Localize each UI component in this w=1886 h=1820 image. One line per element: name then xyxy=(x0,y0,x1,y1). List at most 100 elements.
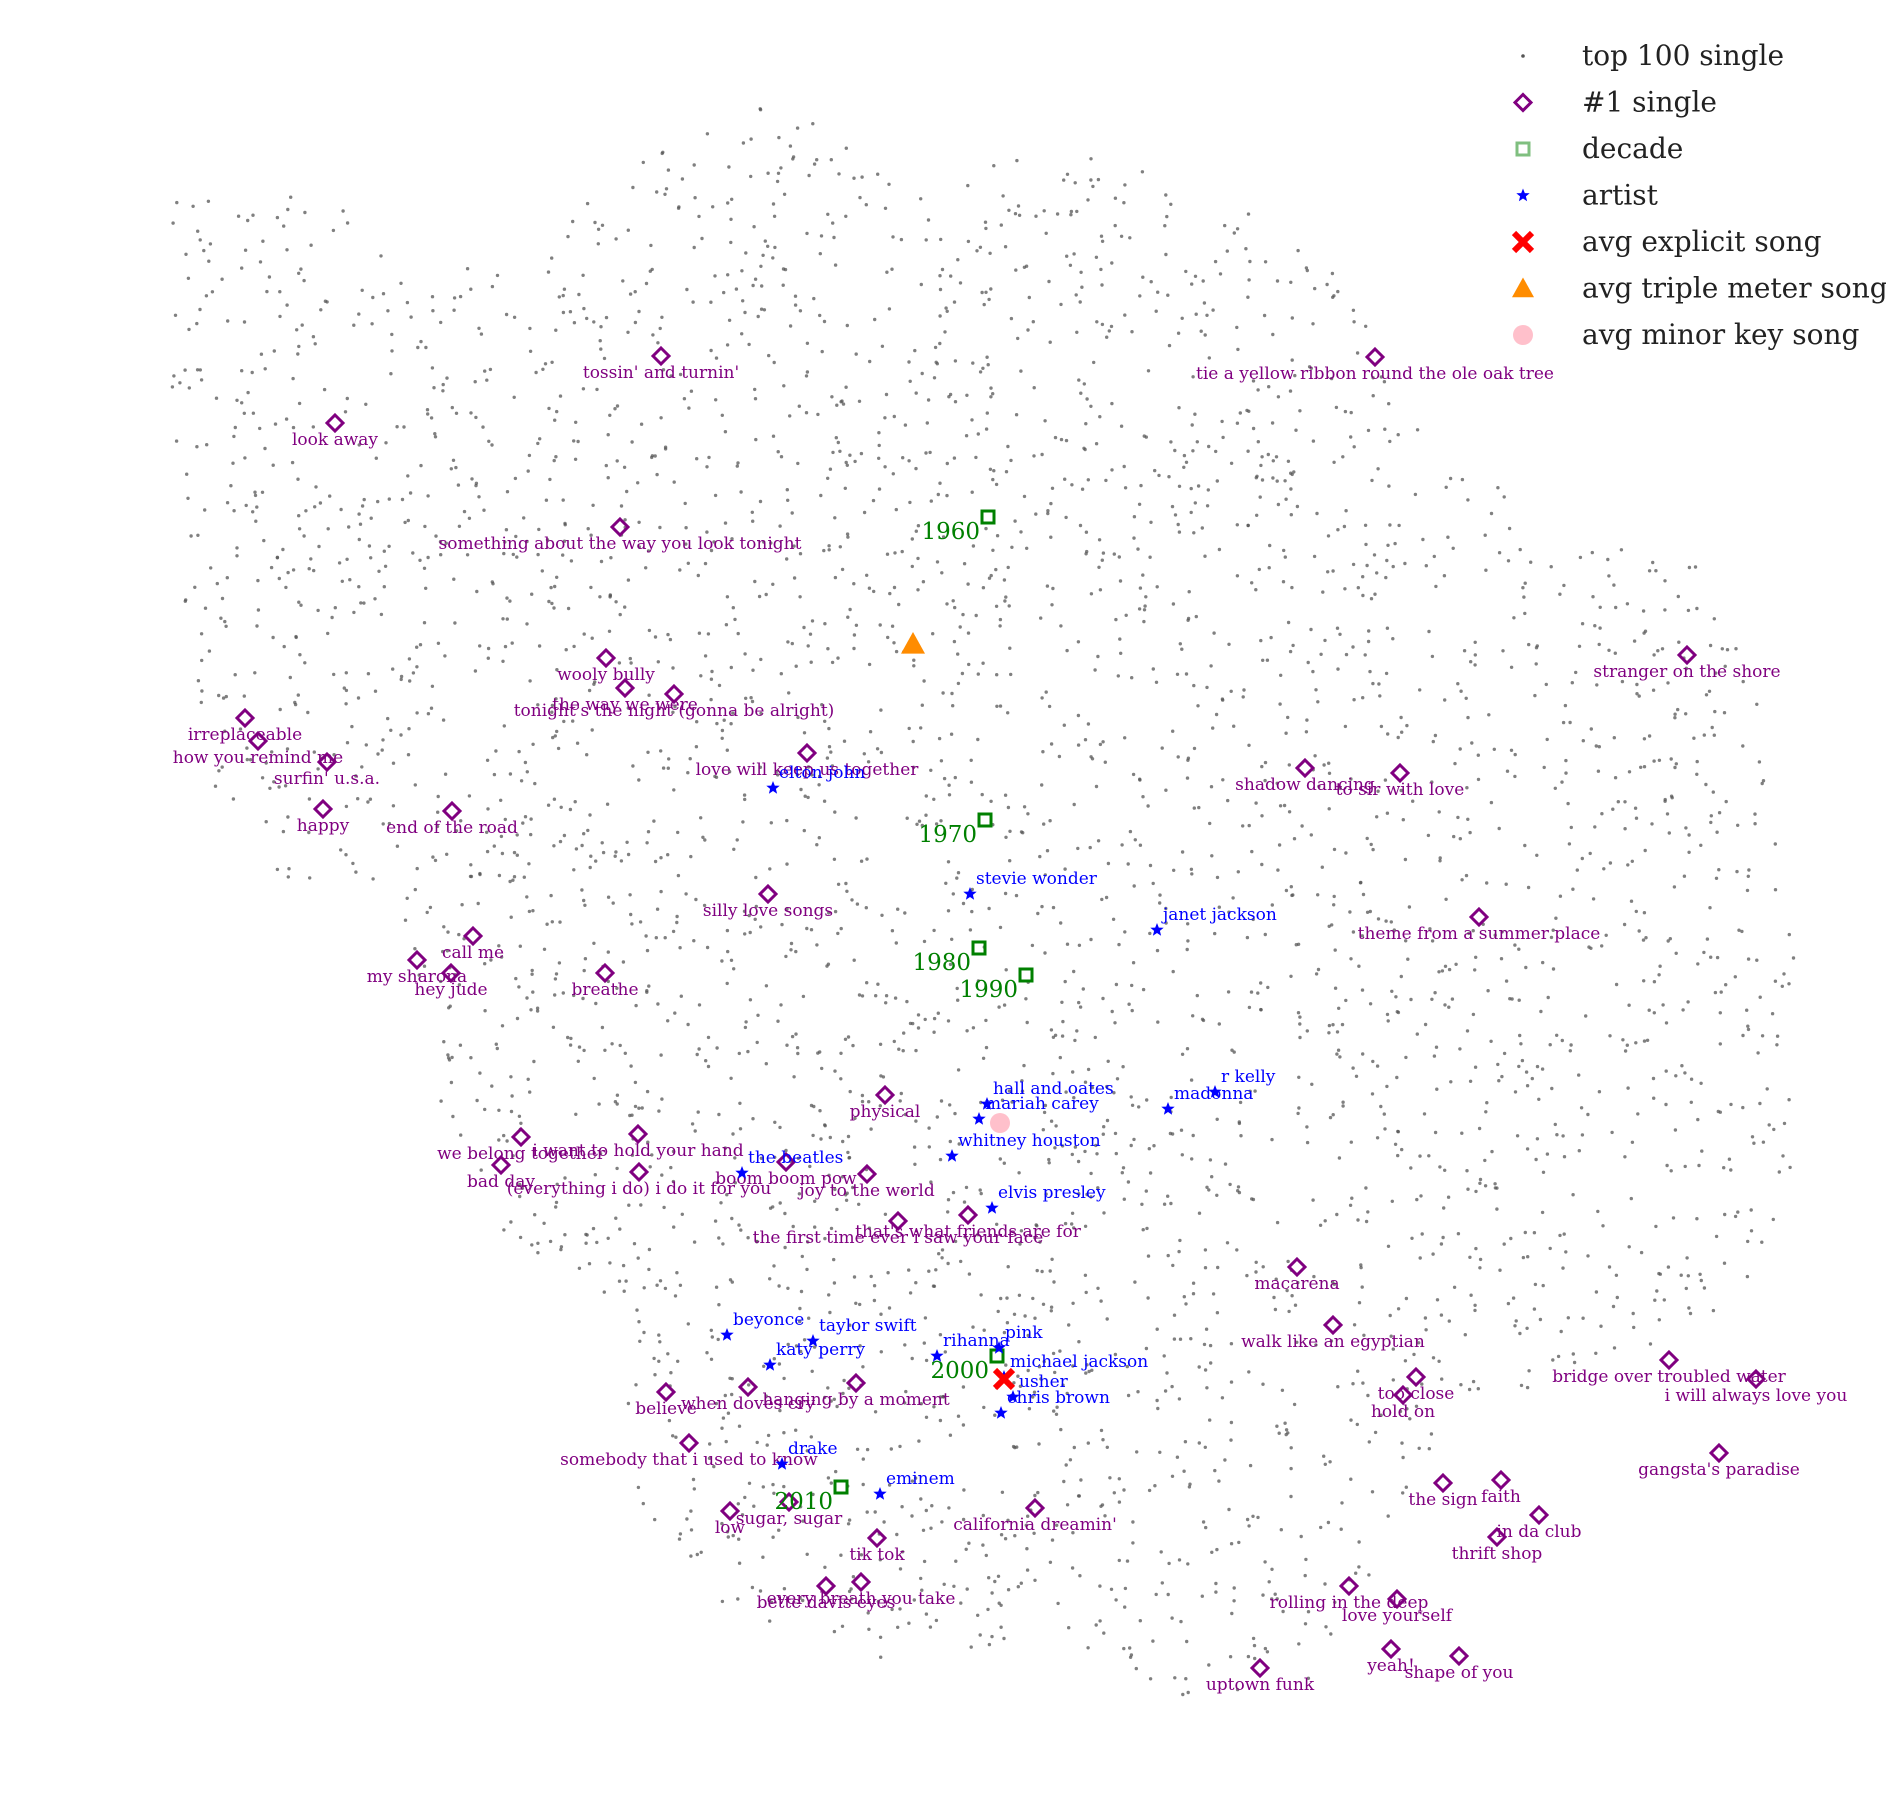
top-100-single-dot xyxy=(1290,472,1294,477)
top-100-single-dot xyxy=(981,366,985,370)
top-100-single-dot xyxy=(835,1207,839,1212)
top-100-single-dot xyxy=(1270,903,1275,907)
top-100-single-dot xyxy=(260,776,265,780)
top-100-single-dot xyxy=(703,654,708,658)
top-100-single-dot xyxy=(1016,1374,1020,1378)
top-100-single-dot xyxy=(1424,564,1429,568)
top-100-single-dot xyxy=(883,416,887,420)
top-100-single-dot xyxy=(606,1236,610,1241)
top-100-single-dot xyxy=(615,1093,620,1097)
top-100-single-dot xyxy=(819,1137,823,1141)
top-100-single-dot xyxy=(550,256,554,260)
top-100-single-dot xyxy=(585,201,590,206)
top-100-single-dot xyxy=(751,1117,755,1121)
top-100-single-dot xyxy=(623,605,627,609)
top-100-single-dot xyxy=(281,829,286,834)
top-100-single-dot xyxy=(1126,862,1130,866)
top-100-single-dot xyxy=(686,1022,690,1027)
top-100-single-dot xyxy=(1265,658,1270,662)
top-100-single-dot xyxy=(647,628,652,633)
top-100-single-dot xyxy=(946,909,951,913)
top-100-single-dot xyxy=(1026,1514,1030,1518)
top-100-single-dot xyxy=(946,1210,950,1214)
top-100-single-dot xyxy=(679,994,683,998)
top-100-single-dot xyxy=(956,652,960,656)
top-100-single-dot xyxy=(1771,1217,1776,1222)
top-100-single-dot xyxy=(1226,990,1231,994)
top-100-single-dot xyxy=(1704,693,1709,697)
top-100-single-dot xyxy=(898,1607,902,1611)
top-100-single-dot xyxy=(691,300,695,304)
top-100-single-dot xyxy=(1087,1369,1091,1374)
top-100-single-dot xyxy=(1129,1095,1133,1099)
top-100-single-dot xyxy=(730,1280,734,1284)
top-100-single-dot xyxy=(528,1090,532,1094)
top-100-single-dot xyxy=(841,1139,845,1144)
top-100-single-dot xyxy=(563,1233,567,1237)
top-100-single-dot xyxy=(1336,289,1340,294)
top-100-single-dot xyxy=(1652,980,1657,984)
top-100-single-dot xyxy=(1111,917,1116,921)
top-100-single-dot xyxy=(1539,1009,1543,1014)
top-100-single-dot xyxy=(1525,1385,1530,1390)
top-100-single-dot xyxy=(848,1089,852,1094)
top-100-single-dot xyxy=(374,456,378,460)
top-100-single-dot xyxy=(553,584,557,589)
top-100-single-dot xyxy=(1035,1224,1039,1228)
top-100-single-dot xyxy=(1336,528,1340,532)
top-100-single-dot xyxy=(505,596,509,600)
top-100-single-dot xyxy=(1404,1485,1409,1489)
top-100-single-dot xyxy=(778,524,782,528)
top-100-single-dot xyxy=(1717,868,1721,872)
top-100-single-dot xyxy=(1236,347,1240,352)
top-100-single-dot xyxy=(791,1224,795,1229)
top-100-single-dot xyxy=(1290,585,1294,590)
top-100-single-dot xyxy=(1333,1600,1337,1605)
top-100-single-dot xyxy=(550,710,554,714)
top-100-single-dot xyxy=(1548,1043,1552,1047)
top-100-single-dot xyxy=(1372,553,1377,557)
top-100-single-dot xyxy=(1711,1308,1716,1313)
top-100-single-dot xyxy=(1368,1002,1373,1006)
top-100-single-dot xyxy=(295,328,299,332)
top-100-single-dot xyxy=(1469,660,1473,664)
top-100-single-dot xyxy=(758,1589,763,1593)
top-100-single-dot xyxy=(912,664,916,668)
top-100-single-dot xyxy=(1031,320,1036,324)
top-100-single-dot xyxy=(1352,698,1356,702)
top-100-single-dot xyxy=(232,509,236,513)
top-100-single-dot xyxy=(1382,1112,1387,1116)
top-100-single-dot xyxy=(771,434,776,438)
top-100-single-dot xyxy=(707,1456,712,1461)
top-100-single-dot xyxy=(1753,812,1757,816)
top-100-single-dot xyxy=(433,432,437,436)
top-100-single-dot xyxy=(879,1312,883,1316)
top-100-single-dot xyxy=(1049,535,1053,539)
number-one-single-label: uptown funk xyxy=(1206,1675,1315,1695)
top-100-single-dot xyxy=(1268,543,1272,548)
top-100-single-dot xyxy=(823,1236,827,1241)
top-100-single-dot xyxy=(919,1576,923,1581)
top-100-single-dot xyxy=(1343,724,1348,729)
top-100-single-dot xyxy=(269,565,274,570)
top-100-single-dot xyxy=(1201,1520,1206,1524)
top-100-single-dot xyxy=(1176,331,1181,335)
top-100-single-dot xyxy=(995,704,999,708)
top-100-single-dot xyxy=(1626,1086,1630,1090)
top-100-single-dot xyxy=(1058,1055,1063,1060)
top-100-single-dot xyxy=(1635,692,1639,696)
top-100-single-dot xyxy=(452,577,456,581)
top-100-single-dot xyxy=(1562,583,1566,588)
top-100-single-dot xyxy=(1144,1346,1149,1351)
top-100-single-dot xyxy=(1038,854,1042,859)
top-100-single-dot xyxy=(515,555,519,559)
top-100-single-dot xyxy=(1735,869,1739,874)
top-100-single-dot xyxy=(413,947,417,951)
top-100-single-dot xyxy=(652,1356,656,1361)
top-100-single-dot xyxy=(1123,1605,1127,1609)
top-100-single-dot xyxy=(479,1168,483,1172)
top-100-single-dot xyxy=(762,540,766,544)
top-100-single-dot xyxy=(768,1277,772,1281)
top-100-single-dot xyxy=(1201,1018,1206,1023)
top-100-single-dot xyxy=(426,555,430,560)
